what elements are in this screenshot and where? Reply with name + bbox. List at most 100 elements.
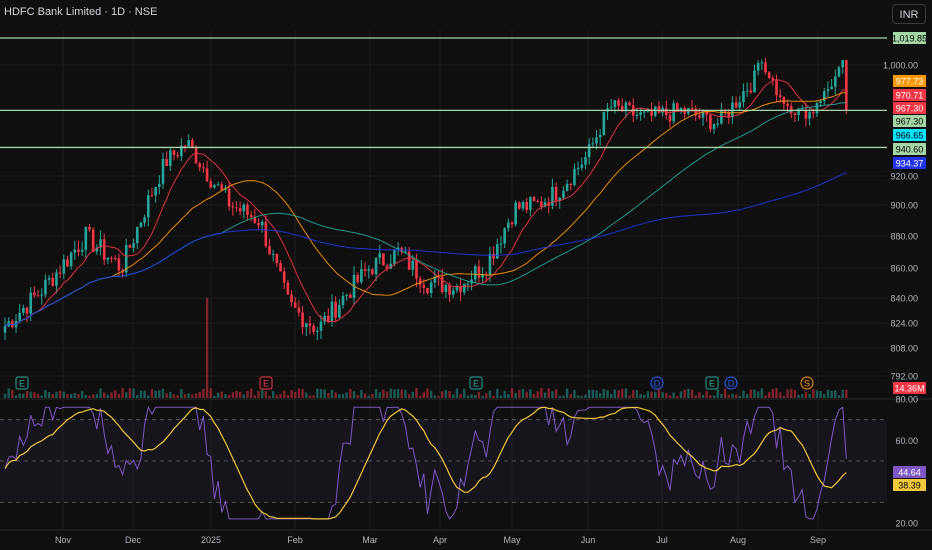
time-tick-label: Sep: [810, 535, 826, 545]
candle-body: [698, 115, 701, 118]
candle-body: [437, 276, 440, 278]
candle-body: [620, 105, 624, 112]
volume-bar: [316, 388, 319, 398]
volume-bar: [536, 391, 539, 398]
candle-body: [720, 110, 723, 124]
candle-body: [385, 265, 389, 269]
volume-bar: [606, 390, 609, 398]
candle-body: [481, 274, 484, 278]
volume-bar: [25, 391, 29, 398]
volume-bar: [756, 391, 760, 398]
candle-body: [756, 62, 760, 71]
candle-body: [249, 214, 253, 218]
candle-body: [378, 253, 382, 258]
candle-body: [753, 70, 756, 93]
price-label-bg: [893, 129, 926, 141]
volume-bar: [80, 391, 84, 398]
volume-bar: [91, 394, 95, 398]
candle-body: [312, 325, 315, 332]
volume-bar: [540, 388, 543, 398]
volume-bar: [463, 388, 466, 398]
candle-body: [521, 201, 525, 209]
volume-bars: [3, 298, 848, 398]
candle-body: [253, 217, 257, 223]
candle-body: [286, 282, 290, 295]
volume-bar: [804, 391, 808, 398]
chart-title: HDFC Bank Limited · 1D · NSE: [4, 6, 158, 18]
volume-bar: [345, 392, 348, 398]
currency-button[interactable]: INR: [892, 4, 926, 24]
candle-body: [525, 201, 528, 210]
candle-body: [293, 302, 297, 308]
candle-body: [367, 269, 371, 271]
volume-bar: [161, 388, 165, 398]
candle-body: [760, 62, 764, 64]
volume-bar: [547, 388, 550, 398]
volume-bar: [69, 394, 73, 398]
candle-body: [444, 285, 448, 292]
volume-bar: [720, 394, 723, 398]
candle-body: [845, 60, 848, 111]
candle-body: [132, 243, 135, 248]
volume-bar: [543, 392, 547, 398]
candle-body: [224, 188, 227, 190]
volume-bar: [297, 388, 301, 398]
candle-body: [73, 249, 77, 253]
candle-body: [18, 312, 21, 321]
candle-body: [543, 202, 547, 207]
volume-bar: [147, 395, 150, 398]
volume-bar: [698, 392, 701, 398]
volume-bar: [767, 392, 771, 398]
volume-bar: [249, 388, 253, 398]
rsi-line: [4, 405, 847, 520]
candle-body: [301, 312, 304, 328]
candle-body: [143, 217, 146, 223]
candle-body: [584, 157, 587, 165]
volume-bar: [371, 393, 374, 398]
candle-body: [150, 195, 154, 197]
volume-bar: [426, 388, 429, 398]
price-label-text: 1,019.85: [892, 34, 927, 44]
volume-bar: [319, 389, 323, 398]
price-label: 1,019.85: [892, 32, 927, 44]
volume-bar: [790, 388, 793, 398]
candle-body: [268, 246, 271, 255]
volume-bar: [242, 394, 246, 398]
volume-bar: [275, 394, 279, 398]
candle-body: [246, 204, 249, 215]
volume-bar: [327, 392, 330, 398]
volume-bar: [360, 389, 363, 398]
candle-body: [650, 109, 653, 116]
volume-bar: [77, 393, 80, 398]
volume-bar: [815, 390, 819, 398]
time-tick-label: Feb: [287, 535, 303, 545]
volume-bar: [238, 391, 242, 398]
candle-body: [80, 249, 84, 252]
candle-body: [349, 294, 352, 299]
rsi-ma-line: [4, 406, 847, 520]
candle-body: [642, 111, 646, 113]
candle-body: [209, 181, 213, 188]
volume-bar: [602, 388, 606, 398]
candle-body: [841, 60, 844, 68]
volume-bar: [429, 390, 433, 398]
candle-body: [455, 286, 459, 291]
volume-bar: [742, 390, 745, 398]
candle-body: [837, 67, 841, 77]
volume-bar: [668, 395, 672, 398]
candle-body: [279, 263, 282, 272]
candle-body: [271, 254, 275, 256]
volume-bar: [474, 394, 477, 398]
volume-bar: [279, 393, 282, 398]
candle-body: [315, 330, 319, 332]
event-marker-S: S: [800, 376, 814, 390]
volume-bar: [121, 388, 124, 398]
time-tick-label: Nov: [55, 535, 72, 545]
candle-body: [117, 258, 121, 271]
volume-bar: [793, 389, 797, 398]
volume-bar: [643, 394, 646, 398]
volume-bar: [209, 388, 212, 398]
rsi-value-bg: [893, 466, 926, 478]
price-label-text: 966.65: [896, 131, 924, 141]
